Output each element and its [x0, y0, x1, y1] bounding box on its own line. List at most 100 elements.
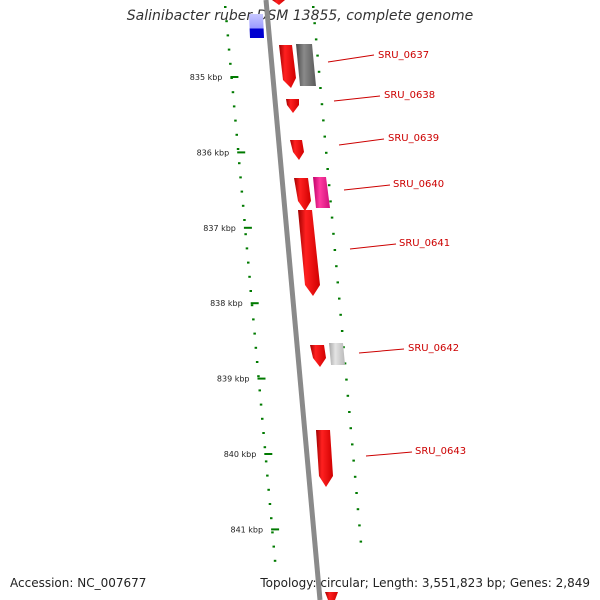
inner-track-dot — [247, 261, 250, 264]
inner-track-dot — [270, 517, 273, 520]
outer-track-dot — [327, 184, 331, 187]
gene-sru-0637-cds[interactable] — [279, 45, 296, 88]
inner-track-dot — [255, 361, 259, 363]
outer-dot-track — [312, 6, 363, 543]
inner-track-dot — [253, 332, 256, 335]
inner-track-dot — [232, 105, 236, 108]
inner-track-dot — [262, 432, 265, 434]
outer-track-dot — [335, 265, 338, 268]
outer-track-dot — [314, 38, 318, 41]
outer-track-dot — [325, 151, 328, 154]
inner-track-dot — [226, 34, 230, 37]
inner-track-dot — [240, 190, 244, 193]
gene-label-lines — [327, 54, 413, 457]
inner-track-dot — [243, 219, 246, 221]
gene-sru-0643-cds[interactable] — [316, 430, 333, 487]
inner-track-dot — [234, 119, 237, 122]
outer-track-dot — [343, 362, 347, 365]
tick-label: 839 kbp — [217, 375, 250, 384]
inner-track-dot — [252, 318, 255, 321]
inner-dot-track — [224, 6, 277, 562]
leader-sru-0642 — [358, 348, 405, 354]
tick-label: 837 kbp — [203, 224, 236, 233]
gene-partial-top[interactable] — [272, 0, 285, 5]
tick-mark — [230, 76, 239, 78]
leader-sru-0641 — [349, 243, 397, 250]
leader-sru-0637 — [327, 54, 375, 63]
inner-track-dot — [267, 488, 270, 491]
outer-track-dot — [326, 168, 329, 170]
tick-mark — [264, 453, 273, 455]
outer-track-dot — [358, 524, 361, 527]
inner-track-dot — [271, 531, 274, 534]
gene-sru-0639-cds[interactable] — [290, 140, 304, 160]
outer-track-dot — [316, 54, 319, 57]
outer-track-dot — [340, 330, 344, 332]
inner-track-dot — [231, 91, 235, 94]
gene-sru-0642-cds[interactable] — [310, 345, 326, 367]
gene-sru-0640-neighbor[interactable] — [313, 177, 330, 208]
inner-track-dot — [229, 62, 232, 65]
outer-track-dot — [333, 249, 337, 251]
genome-summary-text: Topology: circular; Length: 3,551,823 bp… — [260, 576, 590, 590]
tick-mark — [237, 151, 246, 154]
outer-track-dot — [359, 540, 363, 543]
outer-track-dot — [351, 443, 354, 446]
gene-sru-0640-cds[interactable] — [294, 178, 311, 211]
tick-mark — [243, 226, 252, 229]
inner-track-dot — [254, 346, 258, 349]
inner-track-dot — [273, 559, 277, 562]
outer-track-dot — [353, 475, 357, 478]
gene-features — [249, 0, 345, 600]
label-sru-0637[interactable]: SRU_0637 — [378, 50, 429, 61]
position-ticks: 835 kbp 836 kbp 837 kbp 838 kbp 839 kbp 840 k… — [190, 73, 280, 534]
tick-label: 835 kbp — [190, 73, 223, 82]
inner-track-dot — [263, 446, 267, 449]
tick-mark — [250, 302, 259, 305]
tick-mark — [271, 528, 280, 531]
label-sru-0640[interactable]: SRU_0640 — [393, 179, 444, 190]
label-sru-0643[interactable]: SRU_0643 — [415, 446, 466, 457]
leader-sru-0643 — [365, 451, 413, 457]
outer-track-dot — [323, 135, 326, 138]
map-title: Salinibacter ruber DSM 13855, complete g… — [126, 8, 474, 24]
outer-track-dot — [346, 394, 350, 397]
tick-mark — [257, 377, 266, 380]
tick-label: 840 kbp — [224, 450, 257, 459]
inner-track-dot — [244, 233, 247, 236]
gene-sru-0642-neighbor[interactable] — [329, 343, 345, 365]
gene-sru-0638-cds[interactable] — [286, 99, 299, 113]
outer-track-dot — [355, 492, 358, 494]
leader-sru-0639 — [338, 138, 385, 146]
inner-track-dot — [239, 176, 242, 179]
outer-track-dot — [332, 232, 335, 235]
gene-sru-0641-cds[interactable] — [298, 210, 320, 296]
inner-track-dot — [258, 389, 261, 392]
gene-blue-feature[interactable] — [249, 14, 264, 38]
inner-track-dot — [264, 460, 268, 463]
outer-track-dot — [322, 119, 325, 122]
gene-sru-0637-neighbor[interactable] — [296, 44, 316, 86]
accession-text: Accession: NC_007677 — [10, 576, 147, 590]
inner-track-dot — [241, 204, 245, 207]
inner-track-dot — [249, 290, 252, 292]
inner-track-dot — [225, 20, 228, 23]
inner-track-dot — [235, 133, 238, 136]
outer-track-dot — [313, 22, 316, 25]
gene-partial-bottom[interactable] — [325, 592, 338, 600]
outer-track-dot — [338, 297, 341, 300]
outer-track-dot — [349, 427, 352, 430]
outer-track-dot — [348, 411, 351, 413]
outer-track-dot — [312, 6, 315, 8]
inner-track-dot — [259, 403, 263, 406]
label-sru-0642[interactable]: SRU_0642 — [408, 343, 459, 354]
tick-label: 836 kbp — [197, 148, 230, 157]
outer-track-dot — [342, 346, 345, 349]
label-sru-0638[interactable]: SRU_0638 — [384, 90, 435, 101]
inner-track-dot — [272, 545, 275, 548]
outer-track-dot — [339, 313, 342, 316]
inner-track-dot — [236, 148, 240, 150]
label-sru-0641[interactable]: SRU_0641 — [399, 238, 450, 249]
gene-labels: SRU_0637 SRU_0638 SRU_0639 SRU_0640 SRU_… — [378, 50, 466, 457]
label-sru-0639[interactable]: SRU_0639 — [388, 133, 439, 144]
